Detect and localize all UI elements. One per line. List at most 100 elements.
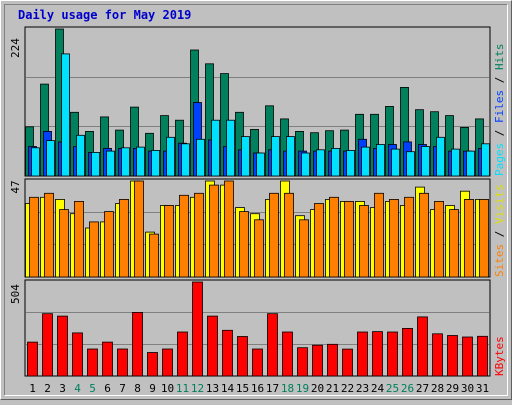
inner-frame-highlight (4, 4, 508, 396)
x-tick-label-day-12: 12 (191, 382, 204, 395)
bar-sites-day-26 (404, 196, 414, 278)
bar-sites-day-24 (374, 192, 384, 278)
x-tick-label-day-3: 3 (59, 382, 66, 395)
bar-sites-day-5 (89, 221, 99, 278)
bar-kbytes-day-14 (222, 329, 233, 377)
bar-kbytes-day-1 (27, 341, 38, 377)
x-tick-label-day-14: 14 (221, 382, 235, 395)
bar-sites-day-29 (449, 209, 459, 278)
pane2-ymax-label: 47 (9, 180, 22, 193)
bar-sites-day-9 (149, 233, 159, 278)
bar-pages-day-11 (181, 143, 190, 177)
legend-hits: Hits (493, 44, 506, 71)
x-tick-label-day-10: 10 (161, 382, 174, 395)
bar-sites-day-19 (299, 219, 309, 278)
x-tick-label-day-20: 20 (311, 382, 324, 395)
x-tick-label-day-15: 15 (236, 382, 249, 395)
bar-kbytes-day-12 (192, 281, 203, 377)
bar-kbytes-day-21 (327, 343, 338, 377)
x-tick-label-day-30: 30 (461, 382, 474, 395)
legend-sep-2: / (493, 70, 506, 90)
bar-sites-day-7 (119, 198, 129, 278)
x-tick-label-day-21: 21 (326, 382, 339, 395)
bar-kbytes-day-13 (207, 315, 218, 377)
bar-kbytes-day-11 (177, 331, 188, 377)
bar-pages-day-27 (421, 146, 430, 177)
bar-pages-day-2 (46, 140, 55, 177)
bar-kbytes-day-27 (417, 316, 428, 377)
x-tick-label-day-2: 2 (44, 382, 51, 395)
bar-kbytes-day-10 (162, 348, 173, 377)
bar-pages-day-16 (256, 152, 265, 177)
x-tick-label-day-6: 6 (104, 382, 111, 395)
bar-kbytes-day-4 (72, 332, 83, 377)
bar-kbytes-day-23 (357, 331, 368, 377)
pane2-legend: Sites / Visits (493, 184, 506, 277)
bar-kbytes-day-19 (297, 347, 308, 377)
bar-kbytes-day-20 (312, 344, 323, 377)
x-tick-label-day-24: 24 (371, 382, 385, 395)
bar-kbytes-day-24 (372, 331, 383, 377)
bar-kbytes-day-26 (402, 327, 413, 377)
bar-pages-day-30 (466, 150, 475, 177)
x-tick-label-day-29: 29 (446, 382, 459, 395)
x-tick-label-day-11: 11 (176, 382, 189, 395)
bar-pages-day-22 (346, 149, 355, 177)
bar-sites-day-8 (134, 180, 144, 278)
bar-sites-day-11 (179, 194, 189, 278)
x-tick-label-day-19: 19 (296, 382, 309, 395)
bar-kbytes-day-22 (342, 348, 353, 377)
pane1-ymax-label: 224 (9, 38, 22, 58)
x-tick-label-day-26: 26 (401, 382, 414, 395)
bar-sites-day-17 (269, 192, 279, 278)
bar-sites-day-30 (464, 198, 474, 278)
bar-sites-day-3 (59, 209, 69, 278)
bar-pages-day-7 (121, 147, 130, 177)
legend-sep-1: / (493, 123, 506, 143)
bar-pages-day-31 (481, 143, 490, 177)
bar-sites-day-12 (194, 192, 204, 278)
bar-pages-day-1 (31, 147, 40, 177)
bar-kbytes-day-9 (147, 352, 158, 377)
bar-sites-day-1 (29, 196, 39, 278)
x-tick-label-day-27: 27 (416, 382, 429, 395)
x-tick-label-day-31: 31 (476, 382, 489, 395)
bar-kbytes-day-28 (432, 333, 443, 377)
bar-pages-day-5 (91, 151, 100, 177)
x-tick-label-day-4: 4 (74, 382, 81, 395)
x-tick-label-day-13: 13 (206, 382, 219, 395)
x-tick-label-day-17: 17 (266, 382, 279, 395)
bar-pages-day-19 (301, 152, 310, 177)
bar-pages-day-3 (61, 53, 70, 177)
x-tick-label-day-16: 16 (251, 382, 264, 395)
bar-pages-day-20 (316, 149, 325, 177)
bar-kbytes-day-15 (237, 336, 248, 377)
bar-sites-day-27 (419, 192, 429, 278)
bar-sites-day-16 (254, 219, 264, 278)
bar-kbytes-day-29 (447, 335, 458, 377)
x-tick-label-day-22: 22 (341, 382, 354, 395)
bar-pages-day-17 (271, 136, 280, 177)
bar-pages-day-18 (286, 136, 295, 177)
x-tick-label-day-9: 9 (149, 382, 156, 395)
legend-files: Files (493, 90, 506, 123)
bar-pages-day-12 (196, 138, 205, 177)
bar-pages-day-23 (361, 146, 370, 177)
chart-title: Daily usage for May 2019 (18, 8, 191, 22)
bar-kbytes-day-17 (267, 313, 278, 377)
pane3-ymax-label: 504 (9, 284, 22, 304)
bar-pages-day-4 (76, 134, 85, 177)
bar-pages-day-9 (151, 149, 160, 177)
x-tick-label-day-23: 23 (356, 382, 369, 395)
bar-kbytes-day-18 (282, 331, 293, 377)
bar-pages-day-25 (391, 148, 400, 177)
bar-sites-day-21 (329, 196, 339, 278)
bar-sites-day-2 (44, 192, 54, 278)
bar-kbytes-day-5 (87, 348, 98, 377)
x-tick-label-day-8: 8 (134, 382, 141, 395)
bar-pages-day-28 (436, 136, 445, 177)
bar-sites-day-20 (314, 203, 324, 278)
x-tick-label-day-7: 7 (119, 382, 126, 395)
